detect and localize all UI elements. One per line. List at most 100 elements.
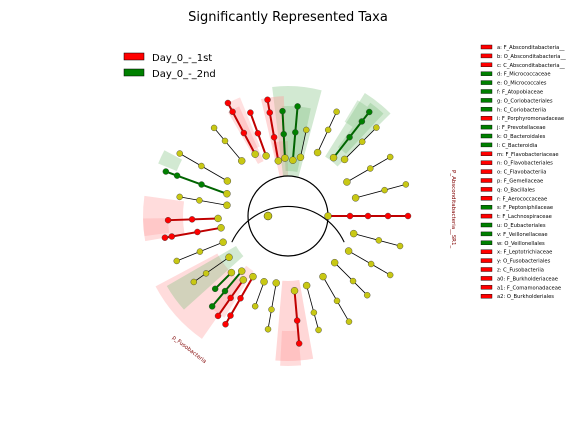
taxon-node <box>344 247 353 255</box>
taxon-node <box>238 267 246 275</box>
taxon-node <box>210 124 218 132</box>
taxon-node <box>359 138 366 145</box>
taxon-node <box>366 108 373 116</box>
taxon-node <box>381 186 388 194</box>
taxon-node <box>324 126 332 134</box>
legend-label-day0-2nd: Day_0_-_2nd <box>152 69 216 80</box>
taxon-node <box>329 153 338 162</box>
taxon-node <box>211 285 219 293</box>
key-label: n: O_Flavobacteriales <box>497 161 553 167</box>
key-label: z: C_Fusobacteriia <box>497 268 544 274</box>
taxon-node <box>340 155 349 164</box>
taxon-node <box>254 130 262 137</box>
taxon-node <box>237 295 244 302</box>
key-label: m: F_Flavobacteriaceae <box>497 152 559 158</box>
taxon-node <box>280 130 287 138</box>
key-swatch <box>480 204 493 210</box>
clade-shade <box>158 150 183 172</box>
taxon-node <box>196 248 204 255</box>
key-label: v: F_Veillonellaceae <box>497 232 548 238</box>
clade-shade <box>282 105 311 172</box>
taxon-node <box>214 312 222 320</box>
taxon-node <box>224 99 232 107</box>
taxon-node <box>227 312 234 319</box>
taxon-node <box>289 156 297 164</box>
key-swatch <box>480 133 493 139</box>
taxon-node <box>292 129 299 136</box>
key-swatch <box>480 294 493 299</box>
key-swatch <box>480 142 493 148</box>
taxon-node <box>202 270 210 277</box>
key-label: l: C_Bacteroidia <box>497 143 537 149</box>
key-swatch <box>480 169 493 174</box>
taxon-node <box>330 258 339 267</box>
taxon-node <box>260 278 268 286</box>
key-swatch <box>480 160 493 165</box>
key-swatch <box>480 196 493 201</box>
taxon-node <box>367 165 374 172</box>
key-label: j: F_Prevotellaceae <box>496 125 546 131</box>
clade-shade <box>143 195 185 242</box>
key-swatch <box>480 44 493 50</box>
taxon-node <box>270 134 278 141</box>
cladogram-nodes <box>161 96 412 347</box>
clade-shade <box>280 330 302 366</box>
key-swatch <box>480 249 493 254</box>
key-swatch <box>480 178 493 183</box>
taxon-node <box>198 162 205 170</box>
taxon-node <box>221 287 229 295</box>
taxon-node <box>333 108 340 115</box>
taxon-node <box>315 326 322 334</box>
taxon-node <box>349 277 357 285</box>
taxon-node <box>363 291 371 299</box>
taxon-node <box>168 233 175 240</box>
clade-shade <box>143 218 170 237</box>
taxon-node <box>294 103 301 110</box>
taxon-node <box>251 303 259 310</box>
taxon-node <box>188 216 196 223</box>
taxon-node <box>333 297 341 305</box>
clade-shade <box>155 253 243 339</box>
taxon-node <box>293 317 301 324</box>
branch <box>293 290 301 344</box>
taxon-node <box>247 109 254 116</box>
taxon-node <box>364 212 372 220</box>
taxon-node <box>221 137 229 145</box>
taxon-node <box>324 212 332 220</box>
branch <box>193 256 230 283</box>
taxon-node <box>396 242 404 250</box>
key-label: q: O_Bacillales <box>497 187 535 193</box>
taxon-node <box>384 212 392 220</box>
taxon-node <box>249 272 257 281</box>
taxon-node <box>176 193 183 201</box>
taxon-node <box>404 212 412 220</box>
clade-highlights <box>143 85 391 366</box>
taxon-node <box>264 326 272 333</box>
taxon-node <box>302 281 311 290</box>
taxon-node <box>164 216 172 224</box>
taxon-node <box>198 181 205 188</box>
taxon-node <box>351 194 360 202</box>
branch <box>213 127 243 162</box>
key-label: k: O_Bacteroidales <box>497 134 546 140</box>
branch <box>306 285 319 331</box>
clade-shade <box>337 102 384 154</box>
clade-shade <box>166 246 244 310</box>
key-swatch <box>480 71 493 76</box>
taxon-node <box>349 229 358 238</box>
taxon-node <box>346 133 353 141</box>
key-label: h: C_Coriobacteriia <box>497 107 546 113</box>
taxon-node <box>251 150 259 158</box>
taxon-node <box>208 303 216 310</box>
taxon-node <box>190 278 197 286</box>
key-swatch <box>480 53 493 59</box>
taxon-node <box>173 172 181 179</box>
taxon-node <box>217 224 225 232</box>
clade-shade <box>344 100 368 128</box>
taxon-node <box>290 287 299 295</box>
taxon-node <box>343 178 351 186</box>
key-label: a1: F_Comamonadaceae <box>497 285 561 291</box>
taxon-node <box>227 268 236 277</box>
taxon-node <box>303 126 310 134</box>
key-swatch <box>480 240 493 246</box>
